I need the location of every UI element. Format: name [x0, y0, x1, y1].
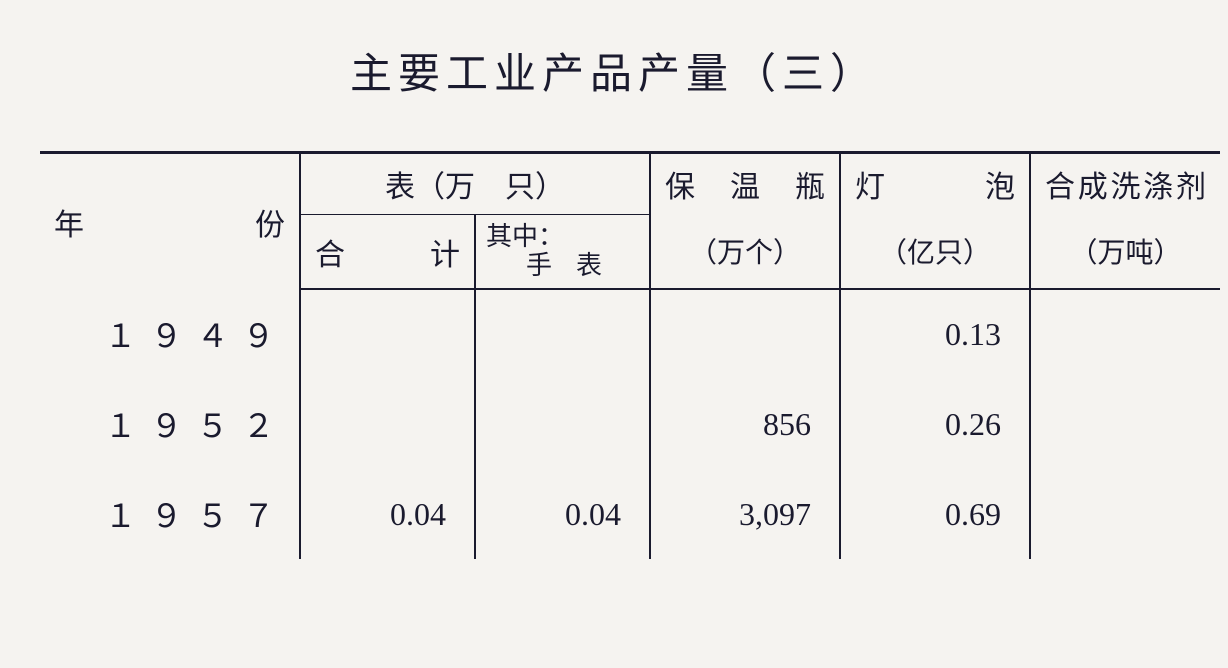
- table-row: １９４９ 0.13: [40, 289, 1220, 379]
- data-table-container: 年 份 表（万 只） 保 温 瓶 灯 泡 合成洗涤剂 合 计 其中： 手表 （万…: [40, 151, 1188, 559]
- col-header-thermos: 保 温 瓶: [650, 153, 840, 215]
- cell-detergent: [1030, 379, 1220, 469]
- cell-thermos: [650, 289, 840, 379]
- col-header-year: 年 份: [40, 153, 300, 290]
- cell-watch-total: 0.04: [300, 469, 475, 559]
- col-header-watch-group: 表（万 只）: [300, 153, 650, 215]
- col-header-thermos-unit: （万个）: [650, 215, 840, 290]
- cell-detergent: [1030, 289, 1220, 379]
- col-header-watch-sub: 其中： 手表: [475, 215, 650, 290]
- cell-thermos: 856: [650, 379, 840, 469]
- cell-watch-sub: 0.04: [475, 469, 650, 559]
- col-header-bulb: 灯 泡: [840, 153, 1030, 215]
- cell-watch-sub: [475, 379, 650, 469]
- col-header-detergent-unit: （万吨）: [1030, 215, 1220, 290]
- cell-year: １９５２: [40, 379, 300, 469]
- cell-bulb: 0.13: [840, 289, 1030, 379]
- watch-sub-line2: 手表: [486, 252, 643, 281]
- cell-thermos: 3,097: [650, 469, 840, 559]
- table-row: １９５７ 0.04 0.04 3,097 0.69: [40, 469, 1220, 559]
- cell-watch-total: [300, 289, 475, 379]
- cell-watch-total: [300, 379, 475, 469]
- cell-year: １９５７: [40, 469, 300, 559]
- table-row: １９５２ 856 0.26: [40, 379, 1220, 469]
- watch-sub-line1: 其中：: [486, 223, 643, 252]
- cell-bulb: 0.69: [840, 469, 1030, 559]
- col-header-bulb-unit: （亿只）: [840, 215, 1030, 290]
- cell-bulb: 0.26: [840, 379, 1030, 469]
- data-table: 年 份 表（万 只） 保 温 瓶 灯 泡 合成洗涤剂 合 计 其中： 手表 （万…: [40, 151, 1220, 559]
- cell-detergent: [1030, 469, 1220, 559]
- cell-year: １９４９: [40, 289, 300, 379]
- col-header-detergent: 合成洗涤剂: [1030, 153, 1220, 215]
- page-title: 主要工业产品产量（三）: [40, 40, 1188, 101]
- col-header-watch-total: 合 计: [300, 215, 475, 290]
- cell-watch-sub: [475, 289, 650, 379]
